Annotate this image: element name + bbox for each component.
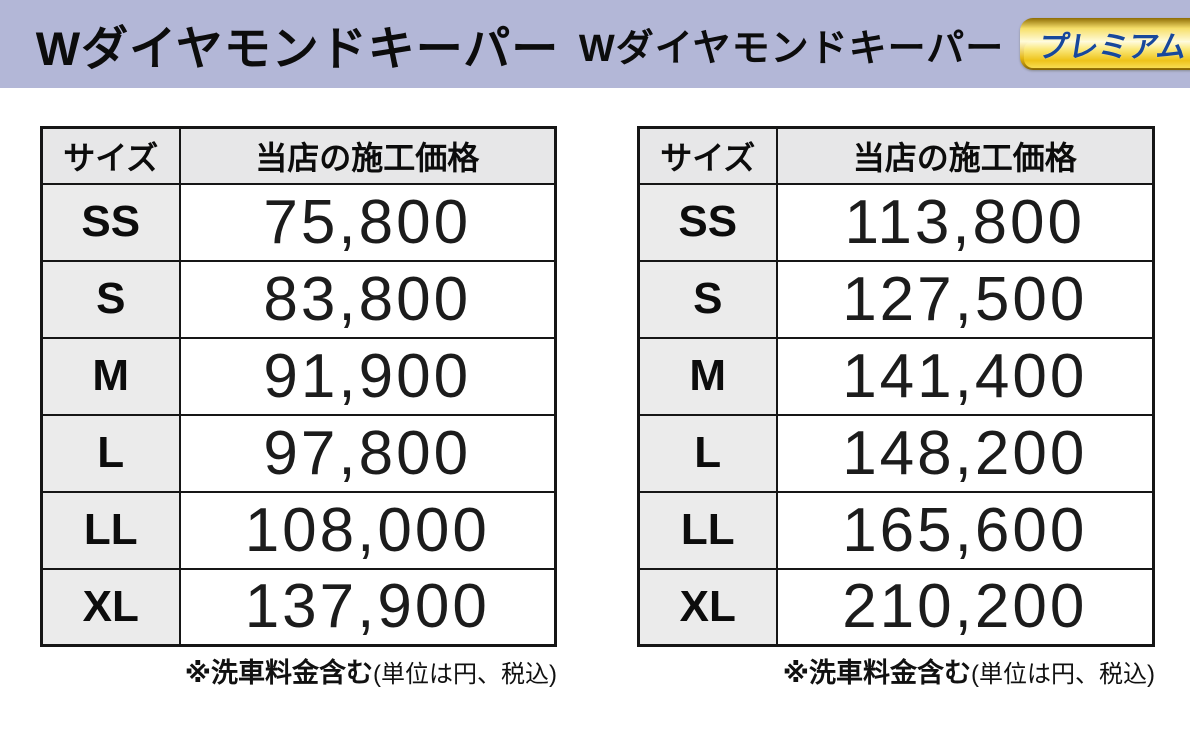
size-cell: LL (40, 490, 181, 570)
table-row: LL 165,600 (637, 490, 1155, 570)
price-column-header: 当店の施工価格 (775, 126, 1155, 185)
table-row: XL 210,200 (637, 567, 1155, 647)
table-row: LL 108,000 (40, 490, 557, 570)
size-column-header: サイズ (637, 126, 778, 185)
table-row: XL 137,900 (40, 567, 557, 647)
size-cell: SS (40, 182, 181, 262)
size-cell: S (40, 259, 181, 339)
price-cell: 148,200 (775, 413, 1155, 493)
premium-badge-inner: プレミアム (1024, 31, 1190, 68)
size-cell: S (637, 259, 778, 339)
header-left: Wダイヤモンドキーパー (0, 0, 595, 88)
standard-table-footnote: ※洗車料金含む(単位は円、税込) (40, 651, 557, 690)
table-row: S 83,800 (40, 259, 557, 339)
table-row: L 148,200 (637, 413, 1155, 493)
price-cell: 75,800 (178, 182, 557, 262)
footnote-bold-text: ※洗車料金含む (782, 658, 972, 688)
size-cell: L (637, 413, 778, 493)
price-cell: 141,400 (775, 336, 1155, 416)
price-cell: 91,900 (178, 336, 557, 416)
price-cell: 113,800 (775, 182, 1155, 262)
header-band: Wダイヤモンドキーパー Wダイヤモンドキーパー プレミアム (0, 0, 1190, 88)
footnote-paren-text: (単位は円、税込) (971, 661, 1155, 688)
table-header-row: サイズ 当店の施工価格 (40, 126, 557, 185)
table-row: M 91,900 (40, 336, 557, 416)
price-cell: 165,600 (775, 490, 1155, 570)
price-cell: 83,800 (178, 259, 557, 339)
footnote-paren-text: (単位は円、税込) (373, 661, 557, 688)
size-cell: M (40, 336, 181, 416)
premium-badge: プレミアム (1020, 18, 1190, 70)
header-right: Wダイヤモンドキーパー プレミアム (579, 0, 1190, 88)
size-cell: XL (40, 567, 181, 647)
premium-plan-title: Wダイヤモンドキーパー (578, 27, 1005, 70)
price-column-header: 当店の施工価格 (178, 126, 557, 185)
table-row: SS 113,800 (637, 182, 1155, 262)
size-column-header: サイズ (40, 126, 181, 185)
table-row: SS 75,800 (40, 182, 557, 262)
price-cell: 137,900 (178, 567, 557, 647)
size-cell: L (40, 413, 181, 493)
price-cell: 108,000 (178, 490, 557, 570)
premium-badge-label: プレミアム (1036, 31, 1190, 64)
price-cell: 210,200 (775, 567, 1155, 647)
price-cell: 127,500 (775, 259, 1155, 339)
standard-plan-title: Wダイヤモンドキーパー (35, 21, 560, 75)
size-cell: XL (637, 567, 778, 647)
footnote-bold-text: ※洗車料金含む (184, 658, 374, 688)
table-row: S 127,500 (637, 259, 1155, 339)
standard-price-table: サイズ 当店の施工価格 SS 75,800 S 83,800 M 91,900 … (40, 126, 557, 647)
table-row: L 97,800 (40, 413, 557, 493)
price-cell: 97,800 (178, 413, 557, 493)
premium-table-footnote: ※洗車料金含む(単位は円、税込) (637, 651, 1155, 690)
size-cell: M (637, 336, 778, 416)
premium-price-table: サイズ 当店の施工価格 SS 113,800 S 127,500 M 141,4… (637, 126, 1155, 647)
size-cell: LL (637, 490, 778, 570)
table-header-row: サイズ 当店の施工価格 (637, 126, 1155, 185)
size-cell: SS (637, 182, 778, 262)
table-row: M 141,400 (637, 336, 1155, 416)
